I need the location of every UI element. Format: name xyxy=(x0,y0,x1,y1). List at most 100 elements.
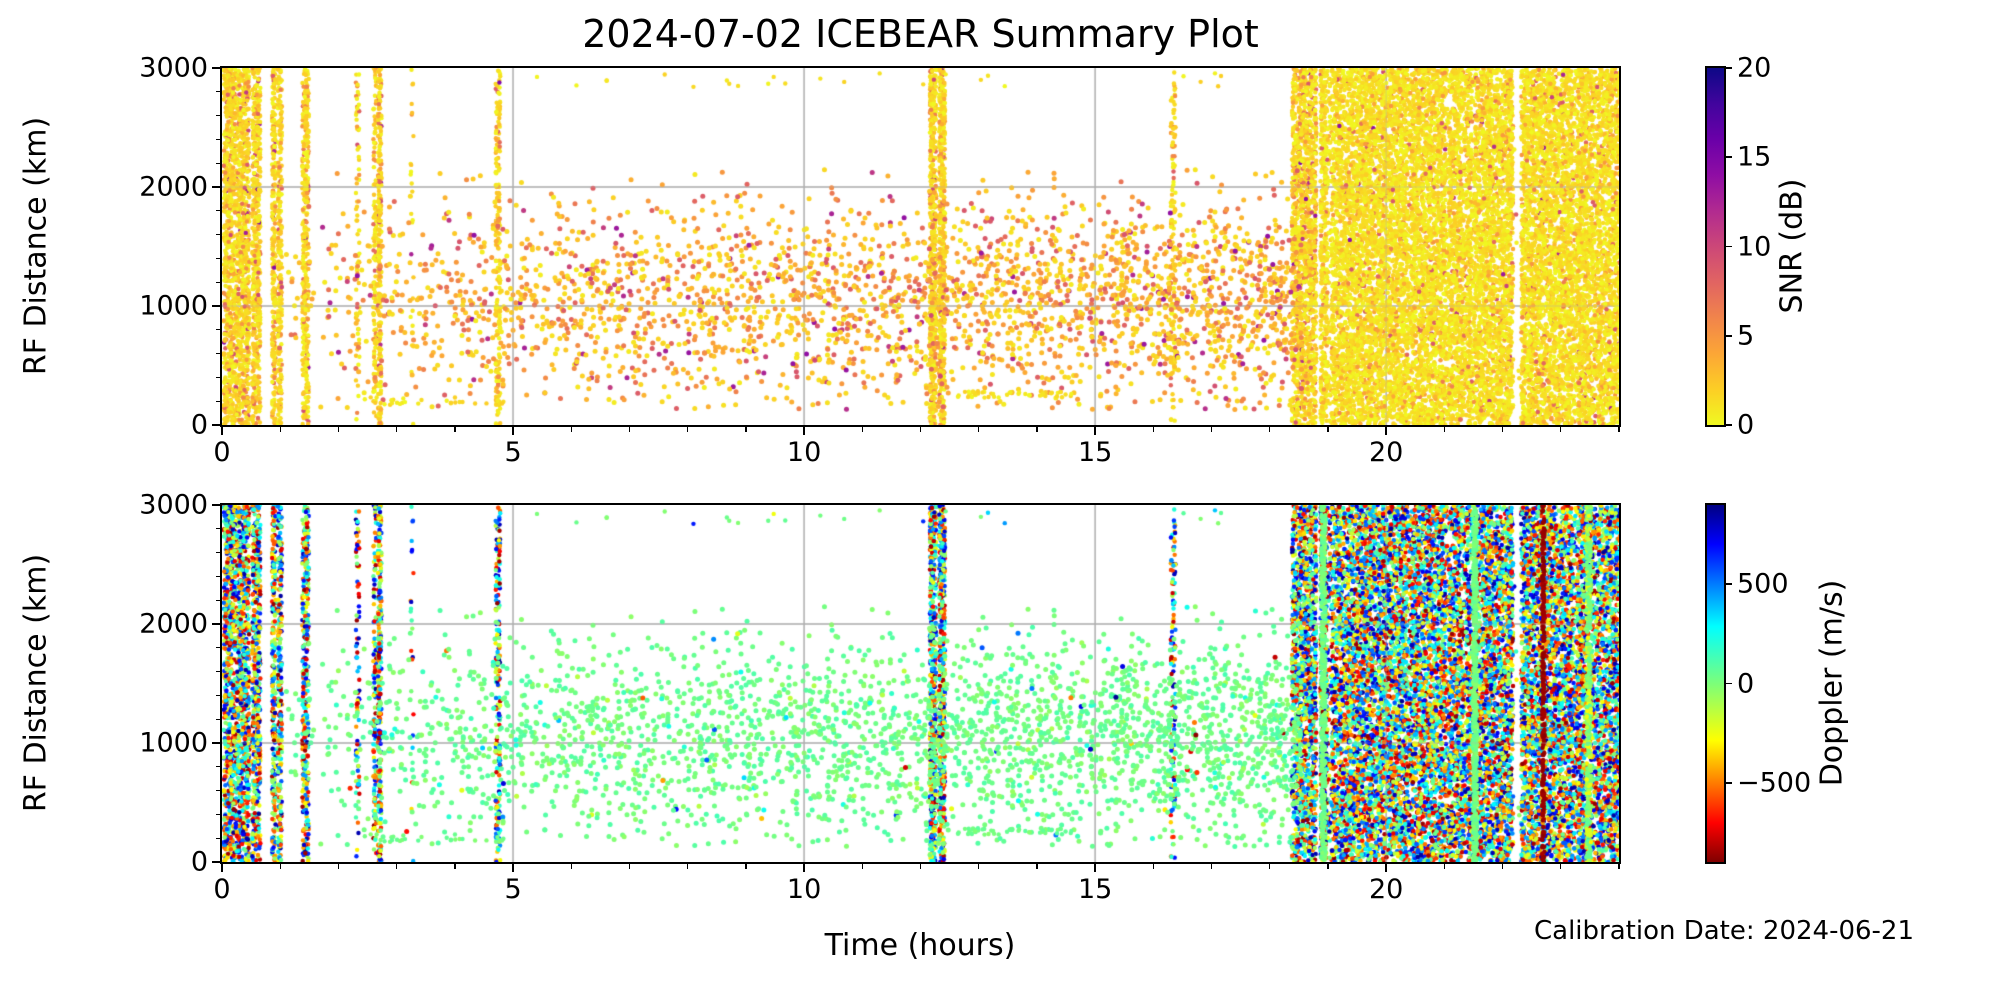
colorbar-tick xyxy=(1726,156,1732,159)
doppler-colorbar xyxy=(1705,503,1726,864)
y-major-tick xyxy=(212,186,220,188)
colorbar-tick xyxy=(1726,682,1732,685)
colorbar-tick xyxy=(1726,245,1732,248)
x-major-tick xyxy=(221,864,223,872)
x-minor-tick xyxy=(628,427,631,432)
x-minor-tick xyxy=(628,864,631,869)
x-axis-label: Time (hours) xyxy=(824,928,1016,963)
y-minor-tick xyxy=(215,138,220,141)
x-minor-tick xyxy=(1036,864,1038,869)
snr-colorbar-label: SNR (dB) xyxy=(1774,178,1810,314)
y-major-tick xyxy=(212,861,220,863)
x-major-tick xyxy=(1385,864,1388,872)
x-major-tick xyxy=(1385,427,1388,435)
x-tick-label: 20 xyxy=(1368,874,1404,905)
x-minor-tick xyxy=(1036,427,1038,432)
colorbar-tick-label: 15 xyxy=(1737,141,1772,173)
x-minor-tick xyxy=(1618,427,1620,432)
colorbar-tick-label: 20 xyxy=(1737,52,1772,84)
x-major-tick xyxy=(803,427,805,435)
y-minor-tick xyxy=(215,837,220,839)
colorbar-tick-label: 0 xyxy=(1737,409,1755,441)
y-minor-tick xyxy=(215,210,220,212)
x-minor-tick xyxy=(570,427,572,432)
x-minor-tick xyxy=(1152,427,1155,432)
x-minor-tick xyxy=(1443,427,1446,432)
x-minor-tick xyxy=(337,864,340,869)
y-minor-tick xyxy=(215,599,220,601)
x-major-tick xyxy=(512,864,514,872)
x-minor-tick xyxy=(395,427,398,432)
y-major-tick xyxy=(212,305,220,307)
x-tick-label: 10 xyxy=(786,874,822,905)
y-minor-tick xyxy=(215,575,220,578)
y-tick-label: 1000 xyxy=(139,290,208,322)
x-minor-tick xyxy=(454,864,456,869)
snr-panel-ylabel: RF Distance (km) xyxy=(18,116,54,376)
x-tick-label: 15 xyxy=(1077,874,1113,905)
x-minor-tick xyxy=(395,864,398,869)
x-minor-tick xyxy=(919,427,922,432)
x-minor-tick xyxy=(570,864,572,869)
x-tick-label: 5 xyxy=(504,437,522,468)
x-major-tick xyxy=(1094,427,1097,435)
x-minor-tick xyxy=(1501,427,1504,432)
x-major-tick xyxy=(1094,864,1097,872)
x-major-tick xyxy=(512,427,514,435)
y-minor-tick xyxy=(215,551,220,554)
y-minor-tick xyxy=(215,376,220,379)
x-tick-label: 15 xyxy=(1077,437,1113,468)
y-tick-label: 3000 xyxy=(139,489,208,521)
y-tick-label: 0 xyxy=(190,846,208,878)
y-major-tick xyxy=(212,623,220,625)
x-tick-label: 10 xyxy=(786,437,822,468)
x-minor-tick xyxy=(1327,864,1329,869)
y-minor-tick xyxy=(215,694,220,697)
x-minor-tick xyxy=(1269,864,1271,869)
y-minor-tick xyxy=(215,789,220,792)
colorbar-tick xyxy=(1726,67,1732,69)
y-minor-tick xyxy=(215,718,220,720)
x-minor-tick xyxy=(454,427,456,432)
x-minor-tick xyxy=(1501,864,1504,869)
y-minor-tick xyxy=(215,352,220,355)
x-minor-tick xyxy=(861,864,863,869)
y-minor-tick xyxy=(215,400,220,402)
x-minor-tick xyxy=(686,864,689,869)
y-minor-tick xyxy=(215,329,220,331)
y-minor-tick xyxy=(215,766,220,768)
colorbar-tick xyxy=(1726,424,1732,426)
x-minor-tick xyxy=(978,427,980,432)
colorbar-tick-label: 5 xyxy=(1737,320,1755,352)
y-minor-tick xyxy=(215,257,220,260)
y-minor-tick xyxy=(215,162,220,164)
colorbar-tick-label: 500 xyxy=(1737,568,1789,600)
x-minor-tick xyxy=(279,864,281,869)
x-tick-label: 0 xyxy=(213,437,231,468)
y-minor-tick xyxy=(215,233,220,236)
y-tick-label: 1000 xyxy=(139,727,208,759)
x-minor-tick xyxy=(1269,427,1271,432)
x-tick-label: 5 xyxy=(504,874,522,905)
x-minor-tick xyxy=(745,427,747,432)
x-minor-tick xyxy=(337,427,340,432)
y-major-tick xyxy=(212,424,220,426)
x-minor-tick xyxy=(1327,427,1329,432)
x-minor-tick xyxy=(861,427,863,432)
doppler-scatter-panel xyxy=(220,503,1621,864)
y-minor-tick xyxy=(215,670,220,673)
x-minor-tick xyxy=(1443,864,1446,869)
colorbar-tick xyxy=(1726,583,1732,586)
x-tick-label: 20 xyxy=(1368,437,1404,468)
x-minor-tick xyxy=(919,864,922,869)
y-minor-tick xyxy=(215,114,220,117)
snr-colorbar xyxy=(1705,66,1726,427)
doppler-colorbar-label: Doppler (m/s) xyxy=(1814,579,1850,787)
calibration-note: Calibration Date: 2024-06-21 xyxy=(1534,916,1914,946)
colorbar-tick xyxy=(1726,334,1732,337)
x-tick-label: 0 xyxy=(213,874,231,905)
x-minor-tick xyxy=(1618,864,1620,869)
y-tick-label: 3000 xyxy=(139,52,208,84)
y-minor-tick xyxy=(215,91,220,93)
